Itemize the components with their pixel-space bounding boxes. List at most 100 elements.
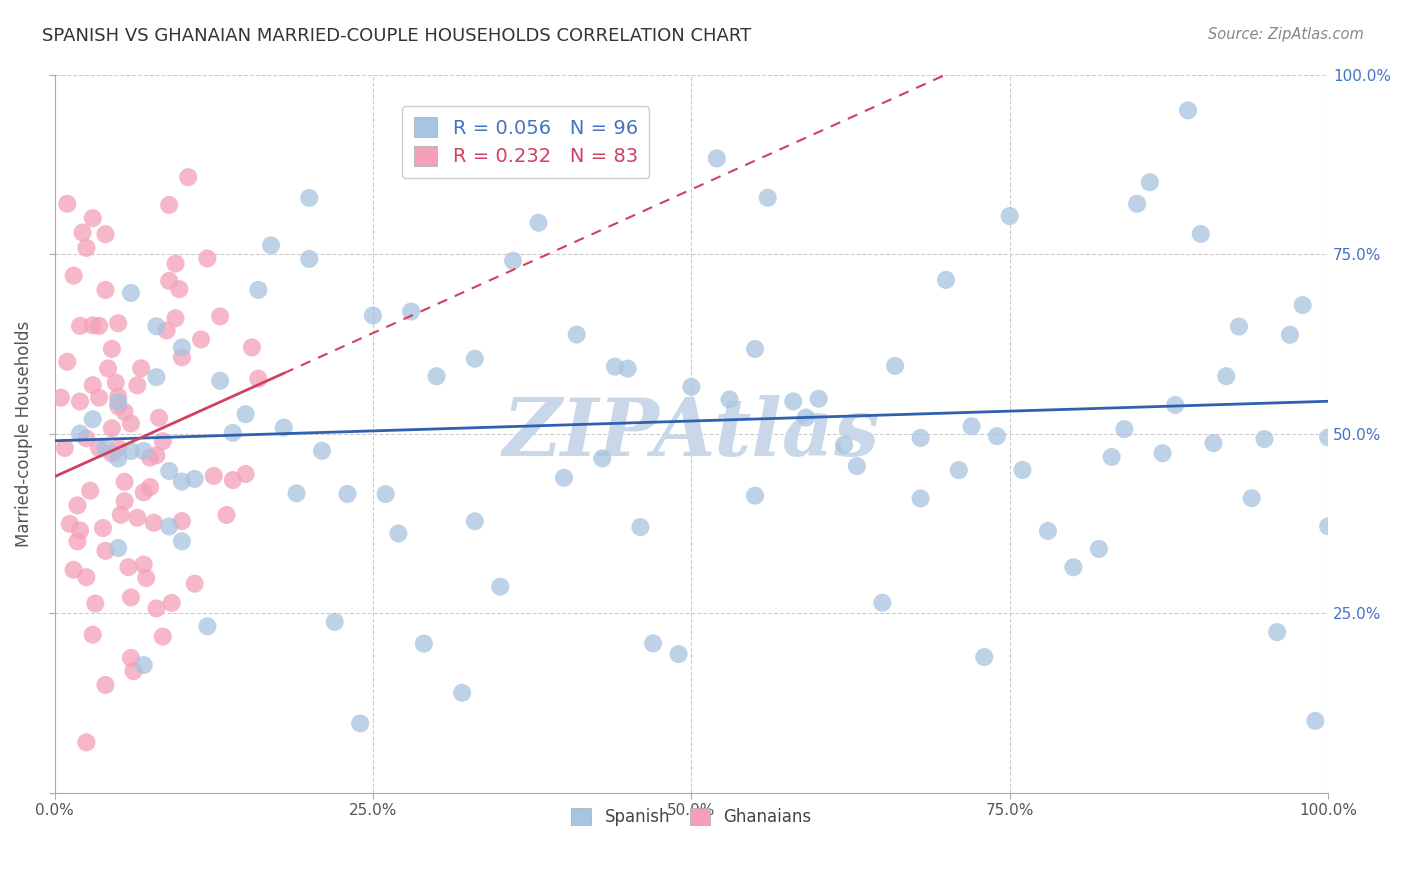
Point xyxy=(1189,227,1212,241)
Point xyxy=(1126,196,1149,211)
Point xyxy=(1317,519,1340,533)
Point xyxy=(222,473,245,487)
Point xyxy=(84,597,107,611)
Point xyxy=(1062,560,1084,574)
Point xyxy=(399,304,422,318)
Point xyxy=(145,319,167,334)
Point xyxy=(114,405,136,419)
Point xyxy=(165,311,187,326)
Point xyxy=(336,487,359,501)
Point xyxy=(53,441,76,455)
Point xyxy=(94,441,117,455)
Point xyxy=(1011,463,1033,477)
Point xyxy=(107,390,129,404)
Point xyxy=(62,563,84,577)
Point xyxy=(132,658,155,673)
Point xyxy=(120,285,142,300)
Point xyxy=(374,487,396,501)
Point xyxy=(94,283,117,297)
Point xyxy=(464,351,486,366)
Point xyxy=(87,318,110,333)
Point xyxy=(884,359,907,373)
Point xyxy=(553,471,575,485)
Point xyxy=(132,444,155,458)
Point xyxy=(235,467,257,481)
Point xyxy=(464,514,486,528)
Point xyxy=(127,378,149,392)
Point xyxy=(170,475,193,489)
Point xyxy=(170,340,193,354)
Point xyxy=(160,596,183,610)
Point xyxy=(82,378,104,392)
Point xyxy=(807,392,830,406)
Point xyxy=(91,521,114,535)
Point xyxy=(668,647,690,661)
Point xyxy=(298,191,321,205)
Point xyxy=(1088,541,1111,556)
Point xyxy=(104,376,127,390)
Point xyxy=(986,429,1008,443)
Point xyxy=(132,485,155,500)
Point xyxy=(94,227,117,242)
Point xyxy=(260,238,283,252)
Text: ZIPAtlas: ZIPAtlas xyxy=(503,395,880,473)
Point xyxy=(165,257,187,271)
Point xyxy=(591,451,613,466)
Point xyxy=(973,650,995,665)
Point xyxy=(1265,625,1288,640)
Point xyxy=(152,630,174,644)
Point xyxy=(349,716,371,731)
Point xyxy=(139,450,162,465)
Point xyxy=(145,448,167,462)
Point xyxy=(148,410,170,425)
Point xyxy=(122,664,145,678)
Point xyxy=(49,391,72,405)
Point xyxy=(910,431,932,445)
Point xyxy=(222,425,245,440)
Point xyxy=(157,464,180,478)
Point xyxy=(616,361,638,376)
Point xyxy=(62,268,84,283)
Point xyxy=(718,392,741,407)
Point xyxy=(1139,175,1161,189)
Point xyxy=(75,432,97,446)
Point xyxy=(1215,369,1237,384)
Point xyxy=(87,441,110,455)
Point xyxy=(1292,298,1315,312)
Point xyxy=(215,508,238,522)
Point xyxy=(120,417,142,431)
Point xyxy=(1114,422,1136,436)
Point xyxy=(145,601,167,615)
Point xyxy=(87,391,110,405)
Point xyxy=(845,459,868,474)
Point xyxy=(72,226,94,240)
Point xyxy=(69,394,91,409)
Point xyxy=(132,558,155,572)
Point xyxy=(1152,446,1174,460)
Point xyxy=(120,444,142,458)
Point xyxy=(183,472,205,486)
Point xyxy=(247,372,270,386)
Point xyxy=(107,316,129,330)
Point xyxy=(79,483,101,498)
Point xyxy=(139,480,162,494)
Point xyxy=(426,369,449,384)
Point xyxy=(744,489,766,503)
Point xyxy=(681,380,703,394)
Point xyxy=(782,394,804,409)
Point xyxy=(948,463,970,477)
Point xyxy=(117,560,139,574)
Point xyxy=(527,216,550,230)
Point xyxy=(1278,327,1301,342)
Point xyxy=(240,340,263,354)
Point xyxy=(107,441,129,455)
Point xyxy=(502,253,524,268)
Point xyxy=(135,571,157,585)
Point xyxy=(155,323,177,337)
Point xyxy=(960,419,983,434)
Point xyxy=(1227,319,1250,334)
Point xyxy=(235,407,257,421)
Point xyxy=(209,374,232,388)
Point xyxy=(273,420,295,434)
Point xyxy=(110,508,132,522)
